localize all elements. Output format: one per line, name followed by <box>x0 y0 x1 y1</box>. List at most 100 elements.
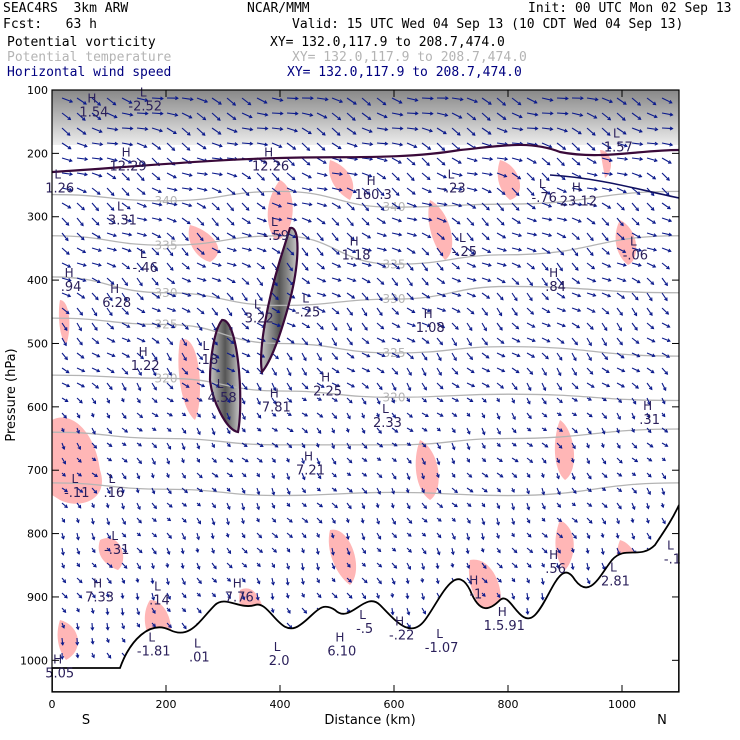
wind-vector <box>436 457 440 465</box>
wind-vector-head <box>649 444 654 448</box>
wind-vector-head <box>288 386 292 391</box>
wind-vector-head <box>652 220 657 224</box>
wind-vector-head <box>466 565 471 569</box>
theta-contour <box>52 317 679 357</box>
wind-vector-head <box>667 205 671 210</box>
wind-vector <box>136 607 140 615</box>
wind-vector <box>166 217 177 223</box>
wind-vector <box>91 517 94 524</box>
wind-vector-head <box>514 458 519 463</box>
wind-vector-head <box>143 217 148 222</box>
wind-vector <box>121 382 127 391</box>
wind-vector-head <box>518 233 523 238</box>
y-tick-label: 400 <box>27 274 48 287</box>
wind-vector-head <box>249 141 254 146</box>
wind-vector-head <box>438 372 442 376</box>
wind-vector <box>286 262 293 271</box>
wind-vector-head <box>352 249 357 254</box>
wind-vector <box>181 262 190 270</box>
wind-vector-head <box>159 128 164 133</box>
wind-vector-head <box>544 443 549 448</box>
wind-vector-head <box>471 383 476 388</box>
wind-vector <box>91 622 94 630</box>
wind-vector-head <box>272 413 277 417</box>
wind-vector-head <box>394 371 399 375</box>
extremum-value: -.25 <box>295 305 320 320</box>
wind-vector-head <box>422 532 427 537</box>
wind-vector-head <box>79 399 83 404</box>
wind-vector-head <box>609 99 614 104</box>
wind-vector-head <box>261 177 265 181</box>
wind-vector-head <box>182 474 186 479</box>
extremum-value: 2.25 <box>313 384 342 399</box>
wind-vector <box>466 517 471 524</box>
wind-vector <box>601 172 613 175</box>
wind-vector <box>226 112 236 120</box>
wind-vector <box>196 337 202 346</box>
wind-vector <box>436 487 442 494</box>
wind-vector-head <box>383 158 388 163</box>
wind-vector-head <box>603 504 608 508</box>
wind-vector <box>646 322 654 330</box>
wind-vector-head <box>529 459 534 463</box>
wind-vector-head <box>165 564 170 569</box>
wind-vector-head <box>232 234 237 239</box>
wind-vector-head <box>157 146 162 150</box>
wind-vector <box>331 307 340 315</box>
wind-vector-head <box>182 412 187 417</box>
wind-vector-head <box>78 579 83 584</box>
wind-vector-head <box>651 353 656 358</box>
wind-vector <box>496 367 505 372</box>
wind-vector-head <box>96 191 101 195</box>
wind-vector <box>211 382 220 388</box>
wind-vector <box>106 487 111 494</box>
wind-vector-head <box>559 267 563 272</box>
wind-vector-head <box>466 413 471 417</box>
wind-vector <box>571 307 581 312</box>
wind-vector-head <box>241 506 246 511</box>
wind-vector-head <box>380 192 385 197</box>
wind-vector-head <box>639 157 644 161</box>
wind-vector-head <box>81 295 86 299</box>
wind-vector-head <box>481 414 486 419</box>
wind-vector-head <box>333 488 338 492</box>
wind-vector-head <box>496 594 501 599</box>
wind-vector-head <box>407 566 411 570</box>
wind-vector-head <box>469 356 474 361</box>
wind-vector-head <box>367 234 372 239</box>
wind-vector <box>541 97 553 101</box>
wind-vector-head <box>511 533 515 538</box>
wind-vector <box>91 397 97 404</box>
wind-vector-head <box>135 489 140 494</box>
wind-vector-head <box>255 596 260 601</box>
wind-vector-head <box>368 173 373 178</box>
y-tick-label: 200 <box>27 147 48 160</box>
wind-vector <box>256 202 266 210</box>
wind-vector <box>151 367 157 376</box>
pv-contours <box>52 143 679 434</box>
wind-vector <box>421 322 431 327</box>
y-tick-label: 600 <box>27 401 48 414</box>
wind-vector-head <box>497 488 501 493</box>
wind-vector-head <box>437 445 441 450</box>
extremum-kind: L <box>154 580 161 594</box>
wind-vector-head <box>232 248 237 252</box>
wind-vector <box>181 127 191 136</box>
wind-vector-head <box>197 609 202 614</box>
wind-vector-head <box>428 202 433 207</box>
wind-vector-head <box>215 222 219 227</box>
wind-vector <box>421 232 431 238</box>
extremum-value: .01 <box>189 651 210 666</box>
wind-vector <box>466 382 475 387</box>
wind-vector-head <box>217 278 222 283</box>
wind-vector-head <box>546 338 551 343</box>
wind-vector-head <box>362 400 367 405</box>
wind-vector <box>601 427 606 434</box>
wind-vector-head <box>570 549 575 554</box>
wind-vector <box>316 472 322 479</box>
wind-vector <box>511 307 518 316</box>
wind-vector <box>316 352 322 361</box>
wind-vector-head <box>450 563 455 568</box>
wind-vector <box>61 127 71 136</box>
wind-vector <box>226 502 231 510</box>
